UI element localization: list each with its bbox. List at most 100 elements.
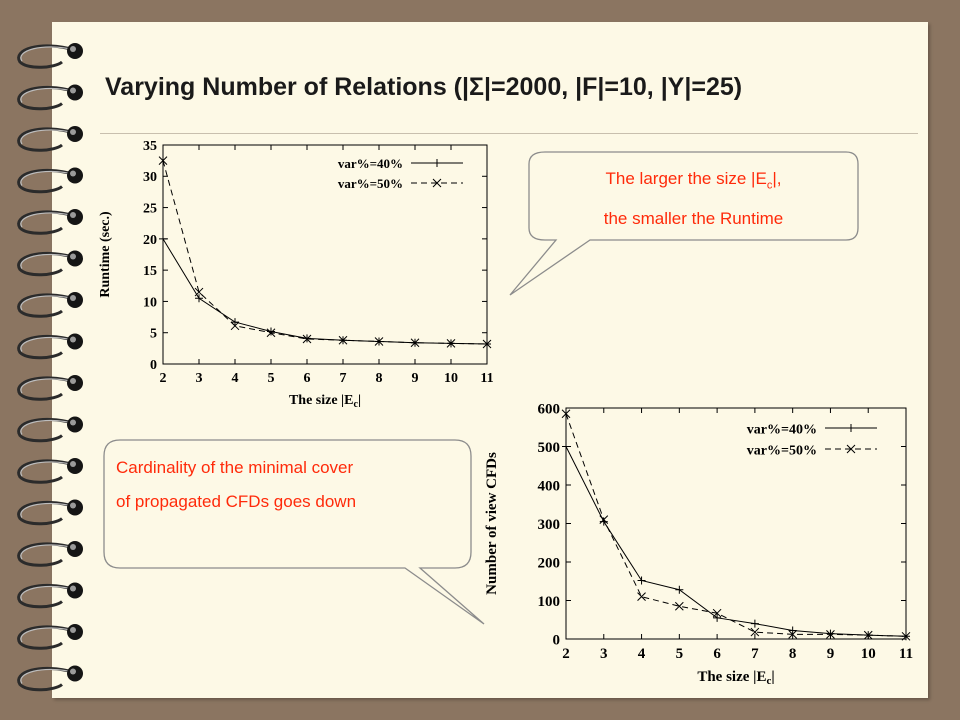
- data-point-cross: [599, 515, 609, 525]
- series-line: [162, 238, 488, 345]
- data-point-plus: [267, 327, 275, 336]
- y-tick-label: 500: [538, 440, 561, 456]
- legend-label: var%=50%: [338, 176, 403, 191]
- y-tick-label: 30: [143, 170, 157, 185]
- data-point-plus: [788, 626, 797, 635]
- legend-label: var%=40%: [338, 156, 403, 171]
- legend-label: var%=50%: [747, 443, 817, 458]
- data-point-plus: [675, 585, 684, 594]
- data-point-cross: [674, 601, 684, 611]
- data-point-cross: [637, 592, 646, 602]
- data-point-plus: [750, 619, 759, 628]
- series-line: [162, 160, 488, 345]
- y-axis-label: Number of view CFDs: [484, 452, 500, 595]
- x-tick-label: 6: [304, 371, 311, 386]
- data-point-cross: [846, 444, 856, 454]
- y-tick-label: 300: [538, 517, 561, 533]
- data-point-cross: [788, 630, 798, 639]
- title-prefix: Varying Number of Relations (|: [105, 73, 470, 101]
- slide-title: Varying Number of Relations (|Σ|=2000, |…: [105, 73, 925, 102]
- data-point-plus: [433, 159, 441, 167]
- data-point-cross: [158, 156, 168, 165]
- title-suffix: |=2000, |F|=10, |Y|=25): [484, 73, 743, 101]
- x-tick-label: 9: [827, 646, 835, 662]
- y-tick-label: 0: [553, 632, 561, 648]
- x-tick-label: 10: [444, 371, 458, 386]
- title-sigma: Σ: [469, 73, 485, 101]
- x-tick-label: 11: [899, 646, 913, 662]
- data-point-cross: [266, 328, 276, 338]
- series-line: [565, 446, 907, 637]
- x-tick-label: 2: [562, 646, 570, 662]
- x-tick-label: 7: [751, 646, 759, 662]
- y-tick-label: 25: [143, 201, 157, 216]
- y-tick-label: 20: [143, 233, 157, 248]
- data-point-cross: [750, 627, 760, 637]
- data-point-plus: [195, 294, 203, 303]
- data-point-cross: [194, 287, 204, 297]
- title-divider: [100, 133, 918, 134]
- x-axis-label-prefix: The size |E: [289, 393, 354, 408]
- data-point-cross: [230, 321, 240, 331]
- x-tick-label: 9: [412, 371, 419, 386]
- chart-svg: 0 5 10 15 20 25 30 35 2 3 4 5 6 7 8 9 10 11 var%=40% var%=5…: [98, 139, 494, 410]
- data-point-cross: [712, 608, 722, 618]
- plot-frame: [162, 144, 488, 365]
- x-axis-label-suffix: |: [358, 393, 361, 408]
- data-point-cross: [338, 335, 348, 345]
- y-axis-label: Runtime (sec.): [98, 211, 113, 298]
- x-tick-label: 5: [268, 371, 275, 386]
- y-tick-label: 35: [143, 139, 157, 154]
- x-axis-label-suffix: |: [771, 669, 774, 685]
- x-tick-label: 5: [676, 646, 684, 662]
- y-tick-label: 0: [150, 358, 157, 373]
- x-tick-label: 8: [789, 646, 797, 662]
- data-point-cross: [482, 339, 492, 349]
- x-tick-label: 8: [376, 371, 383, 386]
- x-tick-label: 6: [713, 646, 721, 662]
- data-point-cross: [561, 409, 571, 419]
- x-tick-label: 3: [196, 371, 203, 386]
- x-axis-label-sub: c: [353, 399, 358, 410]
- y-tick-label: 100: [538, 594, 561, 610]
- x-tick-label: 7: [340, 371, 347, 386]
- data-point-plus: [159, 234, 167, 243]
- data-point-cross: [302, 334, 312, 344]
- data-point-cross: [374, 337, 384, 346]
- y-tick-label: 200: [538, 555, 561, 571]
- data-point-plus: [231, 318, 239, 327]
- data-point-plus: [847, 424, 855, 432]
- x-tick-label: 4: [638, 646, 646, 662]
- y-tick-label: 400: [538, 478, 561, 494]
- chart-svg: 0 100 200 300 400 500 600 2 3 4 5 6 7 8 9 10 11 var%=40% v…: [484, 401, 913, 687]
- data-point-plus: [826, 629, 835, 638]
- x-tick-label: 2: [160, 371, 167, 386]
- y-tick-label: 600: [538, 401, 561, 417]
- plot-frame: [565, 407, 907, 640]
- data-point-cross: [863, 630, 873, 640]
- x-axis-label: The size |Ec|: [697, 669, 774, 687]
- view-cfds-chart: 0 100 200 300 400 500 600 2 3 4 5 6 7 8 9 10 11 var%=40% v…: [482, 393, 922, 698]
- data-point-cross: [826, 630, 835, 639]
- x-tick-label: 10: [861, 646, 876, 662]
- x-axis-label: The size |Ec|: [289, 393, 361, 410]
- data-point-plus: [713, 613, 722, 622]
- y-tick-label: 5: [150, 327, 157, 342]
- x-axis-label-sub: c: [766, 675, 771, 687]
- x-tick-label: 4: [232, 371, 239, 386]
- data-point-cross: [901, 631, 911, 641]
- data-point-plus: [562, 442, 570, 451]
- data-point-cross: [446, 338, 456, 348]
- legend-label: var%=40%: [747, 422, 817, 437]
- data-point-cross: [432, 178, 442, 188]
- x-axis-label-prefix: The size |E: [697, 669, 766, 685]
- data-point-plus: [637, 576, 646, 585]
- data-point-cross: [410, 338, 420, 348]
- y-tick-label: 10: [143, 295, 157, 310]
- runtime-chart: 0 5 10 15 20 25 30 35 2 3 4 5 6 7 8 9 10 11 var%=40% var%=5…: [95, 135, 500, 420]
- x-tick-label: 11: [480, 371, 493, 386]
- x-tick-label: 3: [600, 646, 608, 662]
- series-line: [565, 413, 907, 637]
- y-tick-label: 15: [143, 264, 157, 279]
